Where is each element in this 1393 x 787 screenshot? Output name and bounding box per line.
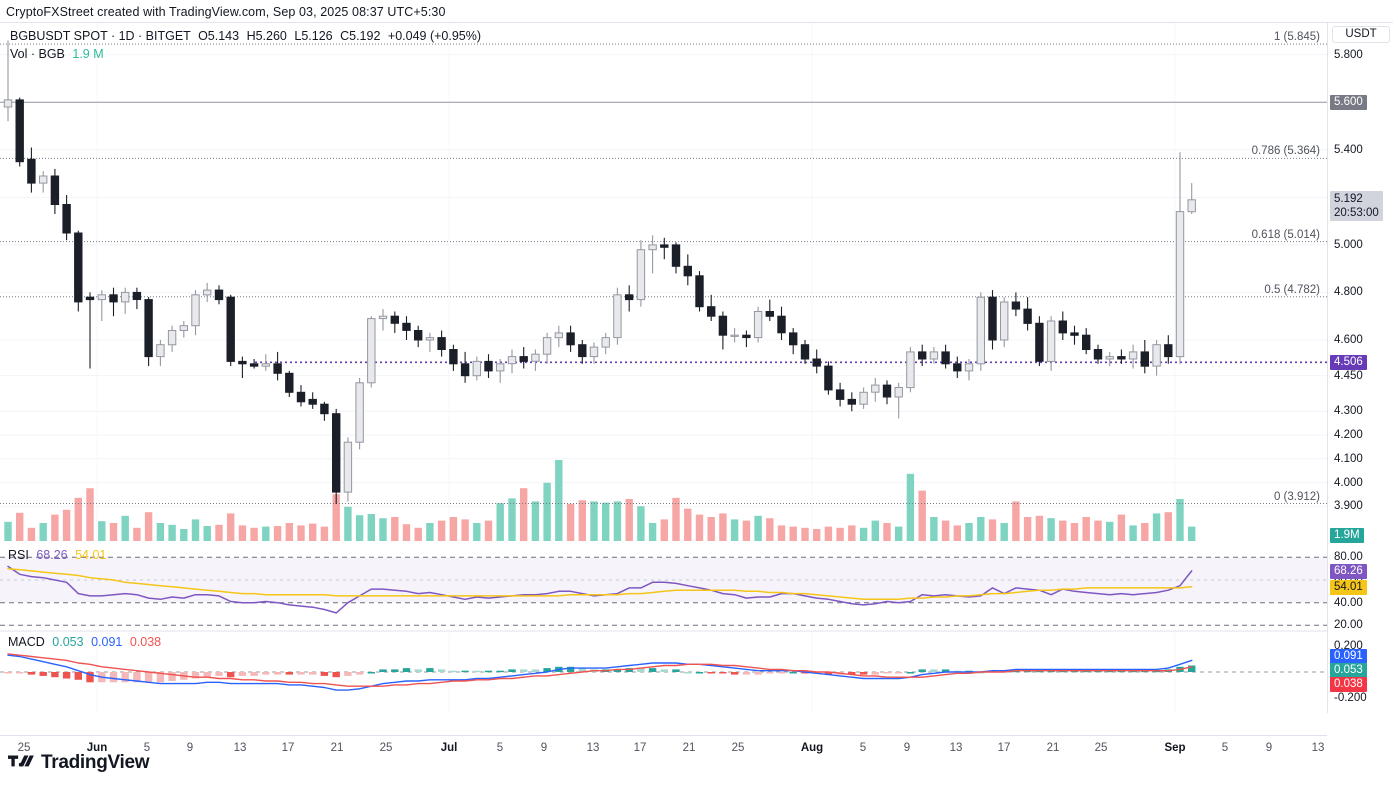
time-axis-tick: 21 (682, 742, 696, 754)
time-axis-tick: 25 (17, 742, 31, 754)
time-axis-tick: Sep (1164, 742, 1186, 754)
price-axis-high-tag: 5.600 (1330, 95, 1367, 111)
time-axis-tick: 13 (586, 742, 600, 754)
price-axis-label: 4.100 (1334, 452, 1363, 465)
price-axis-label: 4.450 (1334, 369, 1363, 382)
price-axis-label: 4.600 (1334, 333, 1363, 346)
time-axis-tick: 21 (1046, 742, 1060, 754)
rsi-axis-label: 20.00 (1334, 619, 1363, 632)
fibonacci-level-label: 0.5 (4.782) (1264, 283, 1320, 296)
chart-shell: USDT 5.800 5.400 5.000 4.800 4.600 4.450 4.300… (0, 22, 1393, 754)
time-axis-tick: 9 (1265, 742, 1273, 754)
time-axis-tick: 25 (379, 742, 393, 754)
time-axis-tick: 25 (731, 742, 745, 754)
current-price-value: 5.192 (1334, 193, 1363, 206)
tradingview-logo: TradingView (8, 752, 150, 774)
time-axis-tick: 21 (330, 742, 344, 754)
price-axis[interactable]: USDT 5.800 5.400 5.000 4.800 4.600 4.450 4.300… (1327, 23, 1393, 713)
rsi-axis-value-tag: 68.26 (1330, 563, 1367, 579)
macd-hist-axis-value-tag: 0.053 (1330, 663, 1367, 679)
tradingview-mark-icon (8, 755, 34, 767)
time-axis-tick: 25 (1094, 742, 1108, 754)
price-axis-label: 4.800 (1334, 286, 1363, 299)
price-axis-label: 5.400 (1334, 143, 1363, 156)
price-axis-label: 4.200 (1334, 429, 1363, 442)
price-axis-label: 3.900 (1334, 500, 1363, 513)
macd-axis-value-tag: 0.091 (1330, 649, 1367, 665)
price-axis-current-price-tag: 5.192 20:53:00 (1330, 191, 1383, 222)
time-axis-tick: 5 (143, 742, 151, 754)
attribution-text: CryptoFXStreet created with TradingView.… (6, 5, 446, 19)
price-axis-label: 5.800 (1334, 48, 1363, 61)
rsi-axis-label: 40.00 (1334, 596, 1363, 609)
time-axis-tick: 9 (540, 742, 548, 754)
time-axis-tick: Jul (440, 742, 458, 754)
chart-canvas (0, 23, 1327, 713)
time-axis[interactable]: 25 Jun 5 9 13 17 21 25 Jul 5 9 13 17 21 25 Aug 5 9 13 17 21 2… (0, 735, 1327, 761)
time-axis-tick: 13 (233, 742, 247, 754)
fibonacci-level-label: 1 (5.845) (1273, 31, 1320, 44)
time-axis-tick: 17 (997, 742, 1011, 754)
price-axis-currency: USDT (1332, 26, 1390, 43)
time-axis-tick: 9 (186, 742, 194, 754)
fibonacci-level-label: 0.786 (5.364) (1251, 145, 1320, 158)
time-axis-tick: 17 (633, 742, 647, 754)
chart-plot-area[interactable] (0, 23, 1327, 713)
time-axis-tick: 13 (1311, 742, 1325, 754)
current-bar-countdown: 20:53:00 (1334, 207, 1379, 220)
macd-signal-axis-value-tag: 0.038 (1330, 677, 1367, 693)
time-axis-tick: 5 (859, 742, 867, 754)
time-axis-tick: 9 (903, 742, 911, 754)
time-axis-tick: 13 (949, 742, 963, 754)
time-axis-tick: 5 (1221, 742, 1229, 754)
macd-axis-label: -0.200 (1334, 691, 1367, 704)
rsi-ma-axis-value-tag: 54.01 (1330, 579, 1367, 595)
rsi-axis-label: 80.00 (1334, 551, 1363, 564)
price-axis-label: 4.000 (1334, 476, 1363, 489)
fibonacci-level-label: 0.618 (5.014) (1251, 228, 1320, 241)
price-axis-volume-tag: 1.9M (1330, 528, 1364, 543)
fibonacci-level-label: 0 (3.912) (1273, 490, 1320, 503)
time-axis-tick: 5 (496, 742, 504, 754)
price-axis-label: 5.000 (1334, 238, 1363, 251)
time-axis-tick: Aug (800, 742, 824, 754)
time-axis-tick: Jun (86, 742, 108, 754)
price-axis-label: 4.300 (1334, 405, 1363, 418)
macd-axis-label: 0.200 (1334, 640, 1363, 653)
tradingview-wordmark: TradingView (41, 752, 150, 773)
price-axis-support-tag: 4.506 (1330, 355, 1367, 371)
time-axis-tick: 17 (281, 742, 295, 754)
